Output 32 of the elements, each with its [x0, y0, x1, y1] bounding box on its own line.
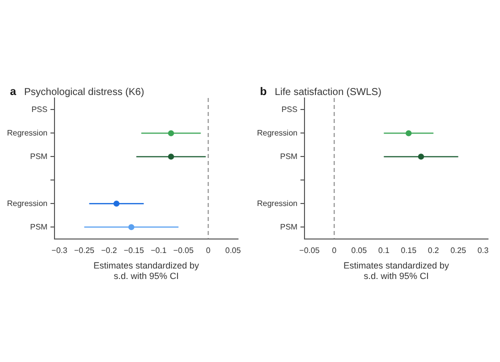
- x-tick-label: −0.2: [101, 246, 118, 255]
- x-tick-label: 0.3: [477, 246, 490, 255]
- y-tick-label: Regression: [256, 128, 298, 138]
- y-tick-label: PSM: [30, 152, 48, 161]
- chart-title: Psychological distress (K6): [24, 86, 144, 98]
- x-tick-label: −0.15: [124, 246, 144, 255]
- x-tick-label: 0.05: [225, 246, 242, 255]
- x-tick-label: 0.15: [400, 246, 417, 255]
- y-tick-label: PSS: [281, 104, 298, 114]
- x-tick-label: 0.05: [351, 246, 368, 255]
- x-tick-label: −0.05: [299, 246, 320, 255]
- x-tick-label: 0.2: [428, 246, 440, 255]
- y-tick-label: Regression: [6, 128, 48, 138]
- x-tick-label: −0.05: [173, 246, 194, 255]
- y-tick-label: PSM: [280, 222, 298, 232]
- x-tick-label: 0: [332, 246, 337, 255]
- text: a: [10, 86, 17, 98]
- x-tick-label: 0: [206, 246, 212, 255]
- x-tick-label: −0.1: [150, 246, 168, 255]
- x-axis-title: Estimates standardized by s.d. with 95% CI: [93, 260, 200, 282]
- x-tick-label: 0.25: [450, 246, 467, 255]
- x-tick-label: −0.3: [52, 246, 68, 255]
- y-tick-label: PSM: [30, 222, 48, 232]
- y-tick-label: PSM: [280, 152, 298, 161]
- chart-title: Life satisfaction (SWLS): [274, 86, 382, 98]
- x-axis-title: Estimates standardized by s.d. with 95% CI: [343, 260, 450, 282]
- y-tick-label: PSS: [31, 104, 48, 114]
- y-tick-label: Regression: [256, 198, 298, 208]
- x-tick-label: −0.25: [74, 246, 95, 255]
- x-tick-label: 0.1: [378, 246, 390, 255]
- y-tick-label: Regression: [6, 198, 48, 208]
- text: b: [260, 86, 267, 98]
